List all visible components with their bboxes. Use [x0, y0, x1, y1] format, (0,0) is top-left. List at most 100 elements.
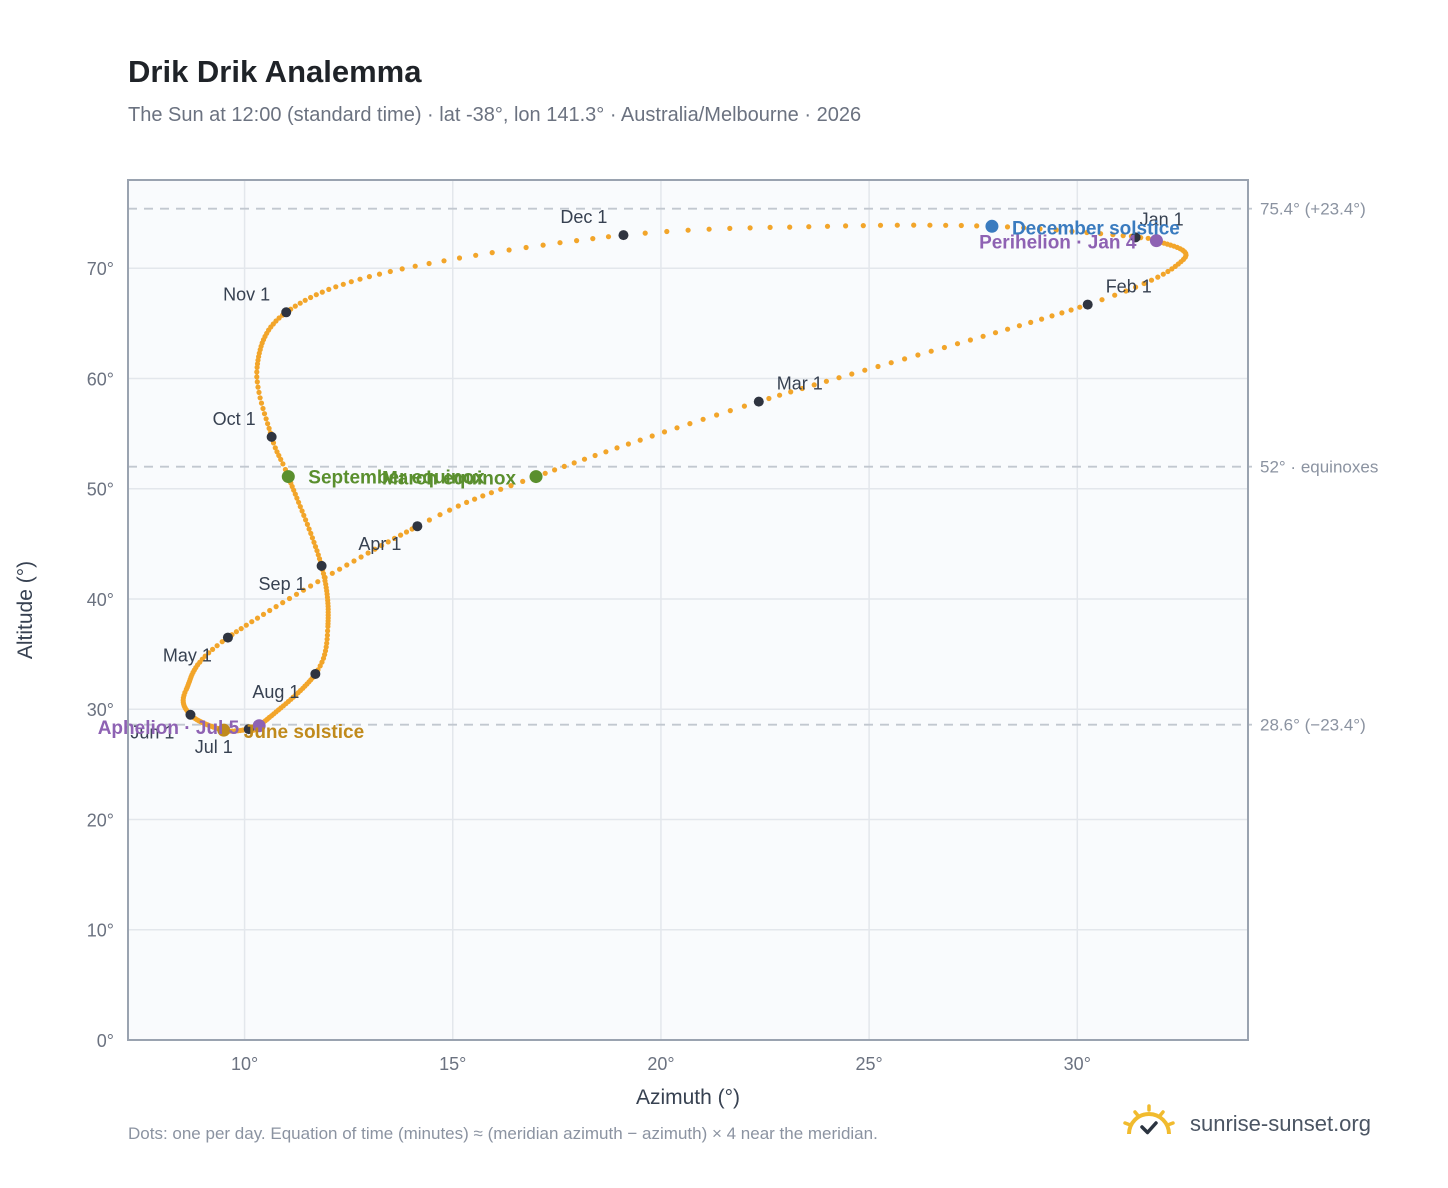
- daily-sun-dot: [455, 503, 461, 509]
- daily-sun-dot: [319, 289, 325, 295]
- daily-sun-dot: [313, 292, 319, 298]
- y-axis-title: Altitude (°): [14, 561, 37, 659]
- daily-sun-dot: [849, 371, 855, 377]
- daily-sun-dot: [372, 546, 378, 552]
- daily-sun-dot: [324, 640, 330, 646]
- daily-sun-dot: [894, 222, 900, 228]
- daily-sun-dot: [472, 496, 478, 502]
- month-marker: [412, 521, 423, 532]
- daily-sun-dot: [309, 535, 315, 541]
- daily-sun-dot: [1098, 231, 1104, 237]
- daily-sun-dot: [943, 222, 949, 228]
- event-marker: [281, 470, 295, 484]
- y-tick-label: 0°: [97, 1031, 114, 1051]
- month-label: Jul 1: [195, 737, 233, 757]
- daily-sun-dot: [590, 236, 596, 242]
- event-marker: [529, 470, 543, 484]
- month-marker: [316, 560, 327, 571]
- daily-sun-dot: [928, 348, 934, 354]
- event-label: June solstice: [244, 722, 364, 743]
- daily-sun-dot: [637, 437, 643, 443]
- daily-sun-dot: [357, 276, 363, 282]
- month-marker: [185, 709, 196, 720]
- daily-sun-dot: [741, 403, 748, 409]
- brand-logo[interactable]: sunrise-sunset.org: [1122, 1104, 1371, 1144]
- daily-sun-dot: [480, 493, 486, 499]
- daily-sun-dot: [333, 284, 339, 290]
- daily-sun-dot: [233, 629, 239, 635]
- daily-sun-dot: [685, 227, 691, 233]
- month-label: Jan 1: [1140, 209, 1184, 229]
- daily-sun-dot: [301, 512, 307, 519]
- daily-sun-dot: [540, 242, 546, 248]
- month-label: Sep 1: [259, 574, 306, 594]
- daily-sun-dot: [574, 238, 580, 244]
- daily-sun-dot: [1053, 227, 1059, 233]
- daily-sun-dot: [1039, 316, 1045, 322]
- daily-sun-dot: [260, 405, 266, 412]
- daily-sun-dot: [329, 570, 335, 576]
- x-axis-title: Azimuth (°): [636, 1086, 740, 1109]
- daily-sun-dot: [254, 369, 260, 375]
- daily-sun-dot: [399, 266, 405, 272]
- daily-sun-dot: [992, 330, 999, 336]
- footnote: Dots: one per day. Equation of time (min…: [128, 1124, 878, 1143]
- daily-sun-dot: [1169, 266, 1175, 272]
- y-tick-label: 30°: [87, 700, 114, 720]
- daily-sun-dot: [875, 363, 881, 370]
- daily-sun-dot: [261, 411, 268, 417]
- daily-sun-dot: [302, 297, 308, 303]
- daily-sun-dot: [304, 521, 310, 528]
- daily-sun-dot: [700, 416, 706, 422]
- month-label: Jun 1: [130, 723, 174, 743]
- daily-sun-dot: [249, 619, 255, 625]
- daily-sun-dot: [296, 499, 302, 505]
- daily-sun-dot: [292, 303, 298, 309]
- daily-sun-dot: [1084, 229, 1090, 236]
- daily-sun-dot: [603, 449, 609, 455]
- daily-sun-dot: [836, 375, 842, 381]
- daily-sun-dot: [674, 425, 680, 431]
- daily-sun-dot: [426, 260, 432, 267]
- daily-sun-dot: [280, 461, 286, 467]
- daily-sun-dot: [824, 223, 831, 229]
- daily-sun-dot: [280, 600, 286, 606]
- daily-sun-dot: [806, 224, 812, 230]
- y-tick-label: 40°: [87, 590, 114, 610]
- y-tick-label: 20°: [87, 810, 114, 830]
- month-label: Dec 1: [560, 207, 607, 227]
- x-tick-label: 15°: [439, 1054, 466, 1074]
- daily-sun-dot: [508, 483, 514, 489]
- daily-sun-dot: [1069, 228, 1075, 234]
- daily-sun-dot: [365, 550, 371, 556]
- daily-sun-dot: [1145, 235, 1151, 241]
- daily-sun-dot: [274, 449, 280, 455]
- plot-area: [128, 180, 1248, 1041]
- event-marker: [217, 723, 231, 737]
- event-marker: [252, 719, 266, 733]
- event-marker: [985, 219, 999, 233]
- daily-sun-dot: [315, 579, 321, 585]
- month-label: Apr 1: [358, 534, 401, 554]
- daily-sun-dot: [1141, 280, 1147, 287]
- daily-sun-dot: [1110, 232, 1116, 238]
- daily-sun-dot: [571, 460, 577, 466]
- daily-sun-dot: [256, 389, 262, 395]
- daily-sun-dot: [316, 556, 323, 562]
- month-label: Oct 1: [213, 409, 256, 429]
- daily-sun-dot: [272, 445, 278, 451]
- daily-sun-dot: [391, 535, 398, 542]
- plot-background: [128, 180, 1248, 1040]
- daily-sun-dot: [1016, 323, 1023, 329]
- event-marker: [1149, 234, 1163, 248]
- reference-label: 52° · equinoxes: [1260, 458, 1378, 477]
- daily-sun-dot: [263, 416, 269, 422]
- date-markers: [185, 219, 1163, 737]
- reference-lines: 75.4° (+23.4°) 52° · equinoxes 28.6° (−23.…: [128, 200, 1378, 735]
- daily-sun-dot: [1005, 326, 1011, 332]
- x-tick-label: 20°: [647, 1054, 674, 1074]
- daily-sun-dot: [1037, 226, 1043, 232]
- daily-sun-dot: [325, 628, 331, 634]
- daily-sun-dot: [1148, 277, 1155, 283]
